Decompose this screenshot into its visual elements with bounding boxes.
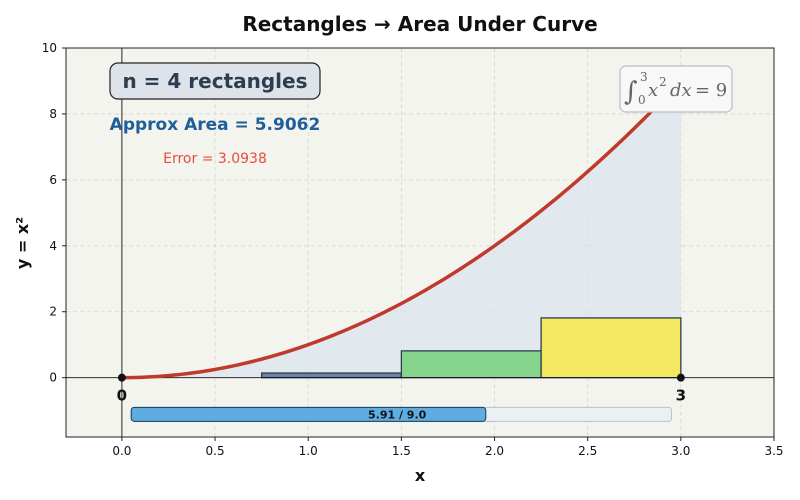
chart-title: Rectangles → Area Under Curve [242,12,597,36]
n-label-box [109,62,321,100]
formula-upper-limit: 3 [640,70,648,84]
x-tick-label: 1.0 [299,444,318,458]
y-tick-label: 8 [49,107,57,121]
error-label: Error = 3.0938 [163,151,267,167]
progress-label: 5.91 / 9.0 [368,408,427,421]
endpoint-marker [117,373,126,382]
x-tick-label: 0.0 [112,444,131,458]
y-tick-label: 4 [49,239,57,253]
x-tick-label: 3.0 [671,444,690,458]
riemann-rectangle [400,350,542,379]
approx-area-label: Approx Area = 5.9062 [110,115,321,135]
curve-line [120,79,683,380]
n-label: n = 4 rectangles [122,69,307,93]
x-tick-label: 0.5 [206,444,225,458]
x-tick-label: 2.5 [578,444,597,458]
y-tick-label: 0 [49,371,57,385]
x-tick-label: 1.5 [392,444,411,458]
y-axis-label: y = x² [13,217,32,269]
x-axis-label: x [415,466,426,485]
endpoint-label: 0 [117,387,127,405]
endpoint-label: 3 [676,387,686,405]
y-tick-label: 2 [49,305,57,319]
formula-power: 2 [659,75,667,89]
zero-lines [66,48,774,437]
shaded-area [121,80,681,378]
plot-frame [65,47,775,438]
endpoint-marker [676,373,685,382]
progress-fill [130,406,487,422]
progress-bar: 5.91 / 9.0 [130,406,673,422]
integral-formula: ∫ 3 0 x 2 dx = 9 [624,70,727,107]
formula-result: = 9 [695,80,727,101]
riemann-rectangle [540,317,682,379]
integral-sign: ∫ [624,77,638,107]
formula-dx: dx [670,80,692,101]
formula-box [619,65,733,113]
x-tick-label: 3.5 [764,444,783,458]
x-tick-label: 2.0 [485,444,504,458]
formula-integrand: x [648,80,658,101]
area-under-curve [121,80,681,378]
curve-layer [120,79,683,380]
formula-lower-limit: 0 [638,93,646,107]
y-tick-label: 10 [42,41,57,55]
y-tick-label: 6 [49,173,57,187]
riemann-rectangle [260,372,403,379]
